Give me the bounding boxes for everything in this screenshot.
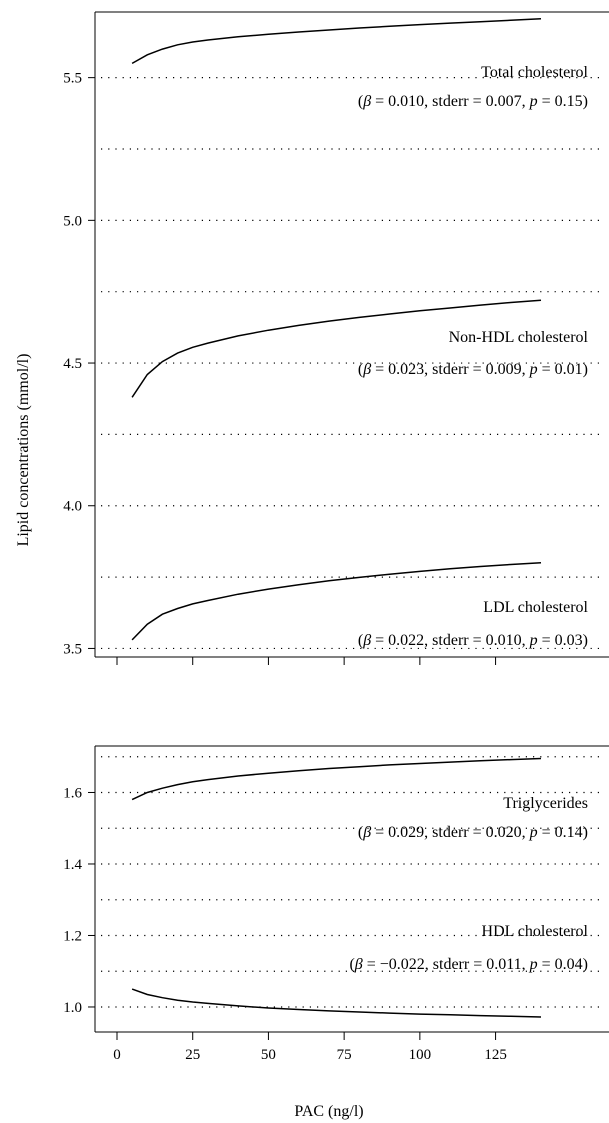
series-line-triglycerides <box>131 757 542 801</box>
y-tick-label: 4.5 <box>63 356 82 372</box>
series-stats-label: (β = 0.010, stderr = 0.007, p = 0.15) <box>358 93 588 110</box>
y-tick-label: 1.6 <box>63 785 82 801</box>
y-tick-label: 1.4 <box>63 857 82 873</box>
y-tick-label: 1.2 <box>63 928 82 944</box>
x-tick-label: 0 <box>113 1047 121 1063</box>
x-tick-label: 125 <box>484 1047 507 1063</box>
series-line-ldl-cholesterol <box>131 562 542 641</box>
y-tick-label: 5.0 <box>63 213 82 229</box>
series-stats-label: (β = 0.029, stderr = 0.020, p = 0.14) <box>358 824 588 841</box>
series-stats-label: (β = −0.022, stderr = 0.011, p = 0.04) <box>349 956 588 973</box>
series-name-label: Triglycerides <box>503 795 588 812</box>
x-tick-label: 100 <box>409 1047 432 1063</box>
series-line-hdl-cholesterol <box>131 988 542 1018</box>
series-stats-label: (β = 0.023, stderr = 0.009, p = 0.01) <box>358 361 588 378</box>
y-tick-label: 5.5 <box>63 71 82 87</box>
panel-top: 3.5 4.0 4.5 5.0 5.5 Total cholesterol (β = 0.0… <box>63 11 609 665</box>
series-line-total-cholesterol <box>131 18 542 65</box>
y-tick-label: 1.0 <box>63 1000 82 1016</box>
x-tick-label: 25 <box>185 1047 200 1063</box>
series-stats-label: (β = 0.022, stderr = 0.010, p = 0.03) <box>358 632 588 649</box>
x-tick-label: 75 <box>337 1047 352 1063</box>
series-name-label: Non-HDL cholesterol <box>449 329 589 346</box>
series-name-label: Total cholesterol <box>481 64 588 81</box>
y-tick-label: 4.0 <box>63 499 82 515</box>
x-axis-label: PAC (ng/l) <box>294 1103 363 1120</box>
y-axis-label: Lipid concentrations (mmol/l) <box>15 354 32 547</box>
series-name-label: LDL cholesterol <box>483 599 588 616</box>
y-tick-label: 3.5 <box>63 641 82 657</box>
x-tick-label: 50 <box>261 1047 276 1063</box>
series-line-non-hdl-cholesterol <box>131 299 542 398</box>
panels: 3.5 4.0 4.5 5.0 5.5 Total cholesterol (β = 0.0… <box>63 11 609 1063</box>
series-name-label: HDL cholesterol <box>482 923 589 940</box>
panel-bottom: 1.0 1.2 1.4 1.6 0 25 50 75 100 125 Triglycerides (β… <box>63 745 609 1063</box>
